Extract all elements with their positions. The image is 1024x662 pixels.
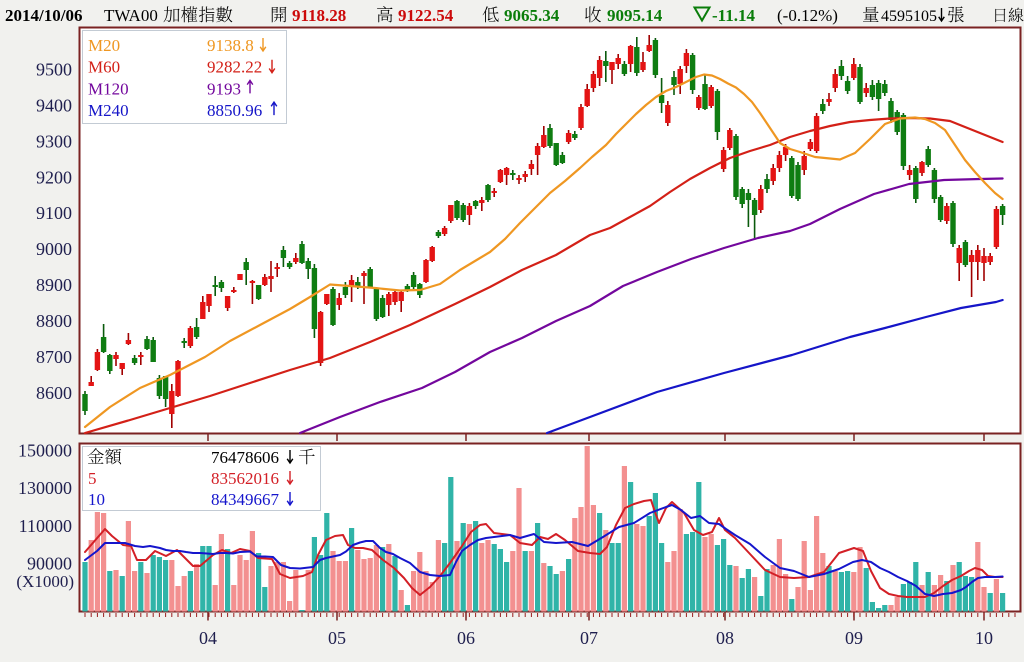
svg-text:10: 10 xyxy=(975,628,993,648)
svg-text:10: 10 xyxy=(88,490,105,509)
svg-text:9300: 9300 xyxy=(36,131,72,151)
svg-text:9200: 9200 xyxy=(36,167,72,187)
svg-text:9122.54: 9122.54 xyxy=(398,6,454,25)
svg-text:(-0.12%): (-0.12%) xyxy=(777,6,838,25)
svg-text:M60: M60 xyxy=(88,58,120,77)
svg-text:06: 06 xyxy=(457,628,475,648)
svg-text:TWA00: TWA00 xyxy=(104,6,158,25)
svg-text:05: 05 xyxy=(328,628,346,648)
svg-text:09: 09 xyxy=(845,628,863,648)
svg-text:2014/10/06: 2014/10/06 xyxy=(5,6,82,25)
svg-text:(X1000): (X1000) xyxy=(16,572,74,591)
svg-text:9138.8: 9138.8 xyxy=(207,36,254,55)
svg-text:-11.14: -11.14 xyxy=(712,6,755,25)
svg-text:130000: 130000 xyxy=(18,478,72,498)
svg-text:9095.14: 9095.14 xyxy=(607,6,663,25)
svg-text:9282.22: 9282.22 xyxy=(207,58,262,77)
svg-text:8700: 8700 xyxy=(36,347,72,367)
svg-text:9118.28: 9118.28 xyxy=(292,6,346,25)
svg-text:8800: 8800 xyxy=(36,311,72,331)
svg-text:9000: 9000 xyxy=(36,239,72,259)
svg-text:8600: 8600 xyxy=(36,383,72,403)
svg-text:9193: 9193 xyxy=(207,79,241,98)
svg-text:5: 5 xyxy=(88,469,97,488)
svg-text:9065.34: 9065.34 xyxy=(504,6,560,25)
svg-text:04: 04 xyxy=(199,628,217,648)
svg-text:110000: 110000 xyxy=(19,516,72,536)
svg-text:150000: 150000 xyxy=(18,440,72,460)
svg-text:9100: 9100 xyxy=(36,203,72,223)
svg-text:84349667: 84349667 xyxy=(211,490,280,509)
svg-text:08: 08 xyxy=(716,628,734,648)
svg-text:8900: 8900 xyxy=(36,275,72,295)
svg-text:90000: 90000 xyxy=(27,554,72,574)
svg-text:83562016: 83562016 xyxy=(211,469,279,488)
svg-text:M120: M120 xyxy=(88,79,129,98)
svg-text:9400: 9400 xyxy=(36,95,72,115)
svg-text:4595105: 4595105 xyxy=(881,8,937,25)
svg-text:M20: M20 xyxy=(88,36,120,55)
svg-text:8850.96: 8850.96 xyxy=(207,101,262,120)
svg-text:M240: M240 xyxy=(88,101,129,120)
svg-text:76478606: 76478606 xyxy=(211,448,279,467)
svg-text:07: 07 xyxy=(580,628,598,648)
svg-text:9500: 9500 xyxy=(36,60,72,80)
